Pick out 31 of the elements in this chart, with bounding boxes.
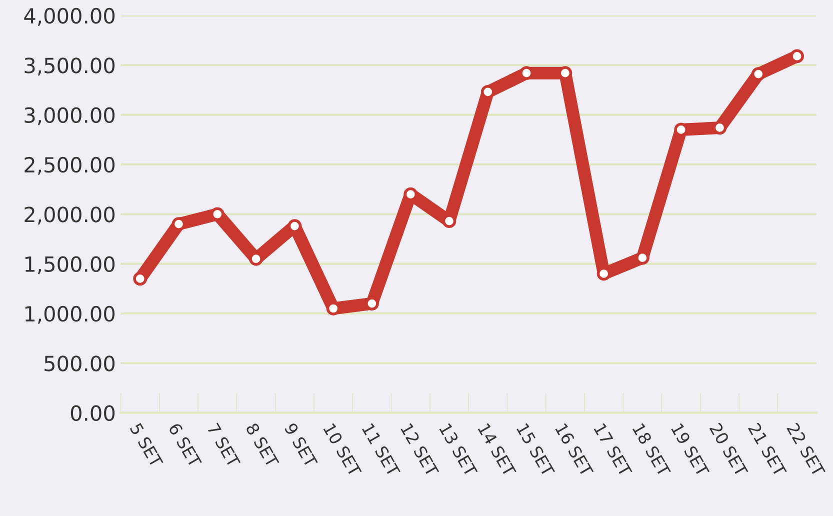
x-tick-label: 12 SET bbox=[400, 422, 440, 478]
x-tick-label: 10 SET bbox=[323, 422, 362, 478]
x-tick-label: 22 SET bbox=[786, 422, 826, 478]
x-tick-label: 6 SET bbox=[168, 422, 202, 468]
x-tick-label: 11 SET bbox=[362, 422, 401, 478]
x-tick-label: 16 SET bbox=[554, 422, 594, 478]
y-tick-label: 1,000.00 bbox=[25, 306, 115, 324]
point bbox=[790, 49, 804, 64]
y-tick-label: 2,000.00 bbox=[24, 206, 115, 224]
x-tick-label: 5 SET bbox=[130, 422, 164, 468]
x-tick-label: 14 SET bbox=[478, 422, 517, 478]
x-tick-label: 15 SET bbox=[516, 422, 556, 478]
x-tick-label: 17 SET bbox=[594, 422, 632, 478]
x-tick-label: 7 SET bbox=[206, 422, 241, 468]
x-tick-label: 9 SET bbox=[284, 422, 318, 468]
y-tick-label: 0.00 bbox=[70, 405, 115, 422]
y-tick-label: 3,000.00 bbox=[24, 107, 115, 126]
y-tick-label: 2,500.00 bbox=[24, 156, 115, 175]
x-tick-label: 18 SET bbox=[632, 422, 672, 478]
y-tick-label: 1,500.00 bbox=[25, 256, 115, 274]
x-tick-label: 19 SET bbox=[670, 422, 710, 478]
point bbox=[133, 272, 148, 286]
y-tick-label: 3,500.00 bbox=[24, 58, 115, 76]
y-tick-label: 500.00 bbox=[44, 356, 115, 372]
x-tick-label: 20 SET bbox=[709, 422, 748, 478]
x-tick-label: 21 SET bbox=[748, 422, 788, 478]
point bbox=[480, 85, 495, 99]
y-tick-label: 4,000.00 bbox=[24, 8, 115, 26]
x-tick-label: 8 SET bbox=[245, 422, 280, 468]
point bbox=[751, 67, 766, 82]
x-tick-label: 13 SET bbox=[438, 422, 478, 478]
